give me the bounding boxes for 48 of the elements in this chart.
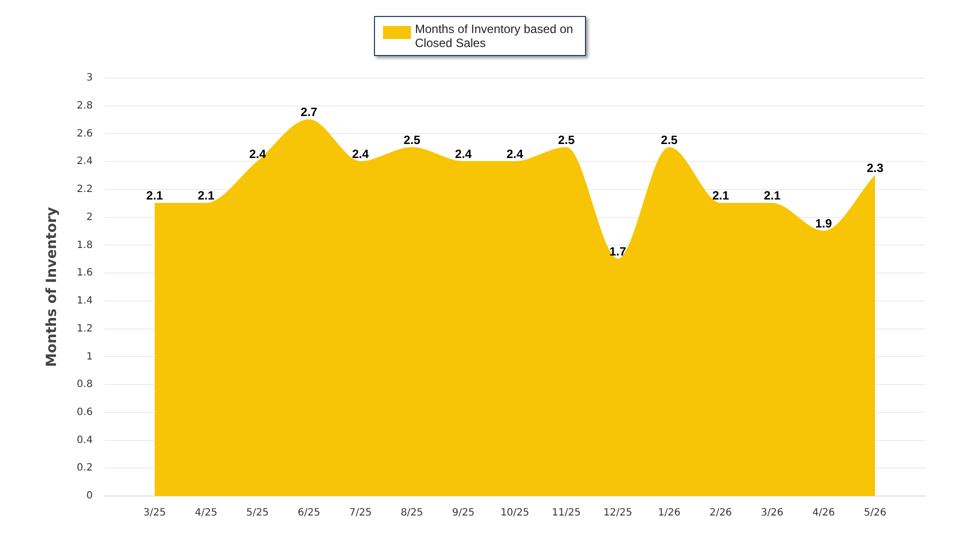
- y-tick-label: 2: [86, 212, 93, 223]
- data-label: 2.1: [764, 188, 781, 203]
- y-tick-label: 2.6: [76, 128, 93, 140]
- data-label: 2.1: [146, 188, 164, 203]
- x-tick-label: 12/25: [603, 508, 632, 519]
- data-label: 2.4: [249, 146, 266, 161]
- y-tick-label: 0.6: [76, 406, 93, 418]
- x-tick-label: 5/26: [864, 508, 886, 519]
- data-label: 1.9: [815, 216, 832, 231]
- y-tick-label: 1.4: [76, 296, 93, 307]
- y-tick-label: 2.8: [76, 100, 93, 112]
- x-tick-label: 1/26: [658, 508, 680, 519]
- data-label: 2.1: [198, 188, 215, 203]
- y-axis-title: Months of Inventory: [44, 206, 60, 368]
- data-label: 2.4: [455, 146, 472, 161]
- x-tick-label: 4/25: [194, 508, 218, 519]
- y-tick-label: 1: [86, 351, 93, 362]
- y-tick-label: 3: [86, 72, 93, 84]
- x-tick-label: 4/26: [812, 508, 835, 519]
- data-label: 2.7: [300, 105, 318, 120]
- x-tick-label: 11/25: [552, 508, 581, 519]
- data-label: 1.7: [609, 244, 626, 258]
- x-tick-label: 2/26: [709, 508, 732, 519]
- x-tick-label: 5/25: [246, 508, 269, 519]
- x-tick-label: 8/25: [400, 508, 424, 519]
- data-label: 2.1: [712, 188, 730, 203]
- y-tick-label: 1.6: [76, 268, 93, 279]
- data-label: 2.5: [558, 132, 575, 147]
- data-label: 2.5: [404, 132, 421, 147]
- x-tick-label: 3/25: [143, 508, 166, 519]
- data-label: 2.4: [506, 146, 524, 161]
- x-tick-label: 3/26: [760, 508, 784, 519]
- y-tick-label: 0.4: [76, 434, 93, 446]
- x-tick-label: 6/25: [298, 508, 320, 519]
- x-tick-label: 10/25: [500, 508, 530, 519]
- y-tick-label: 0: [86, 490, 93, 502]
- legend-label: Months of Inventory based on Closed Sales: [415, 22, 574, 50]
- y-tick-label: 2.2: [76, 184, 93, 196]
- data-label: 2.3: [866, 160, 884, 175]
- data-label: 2.4: [352, 146, 370, 161]
- y-tick-label: 2.4: [76, 156, 93, 168]
- y-tick-label: 1.8: [76, 240, 93, 251]
- x-tick-label: 9/25: [452, 508, 475, 519]
- x-tick-label: 7/25: [349, 508, 372, 519]
- y-tick-label: 0.2: [76, 462, 93, 474]
- y-tick-label: 0.8: [76, 379, 93, 390]
- y-tick-label: 1.2: [76, 323, 93, 334]
- data-label: 2.5: [660, 132, 678, 147]
